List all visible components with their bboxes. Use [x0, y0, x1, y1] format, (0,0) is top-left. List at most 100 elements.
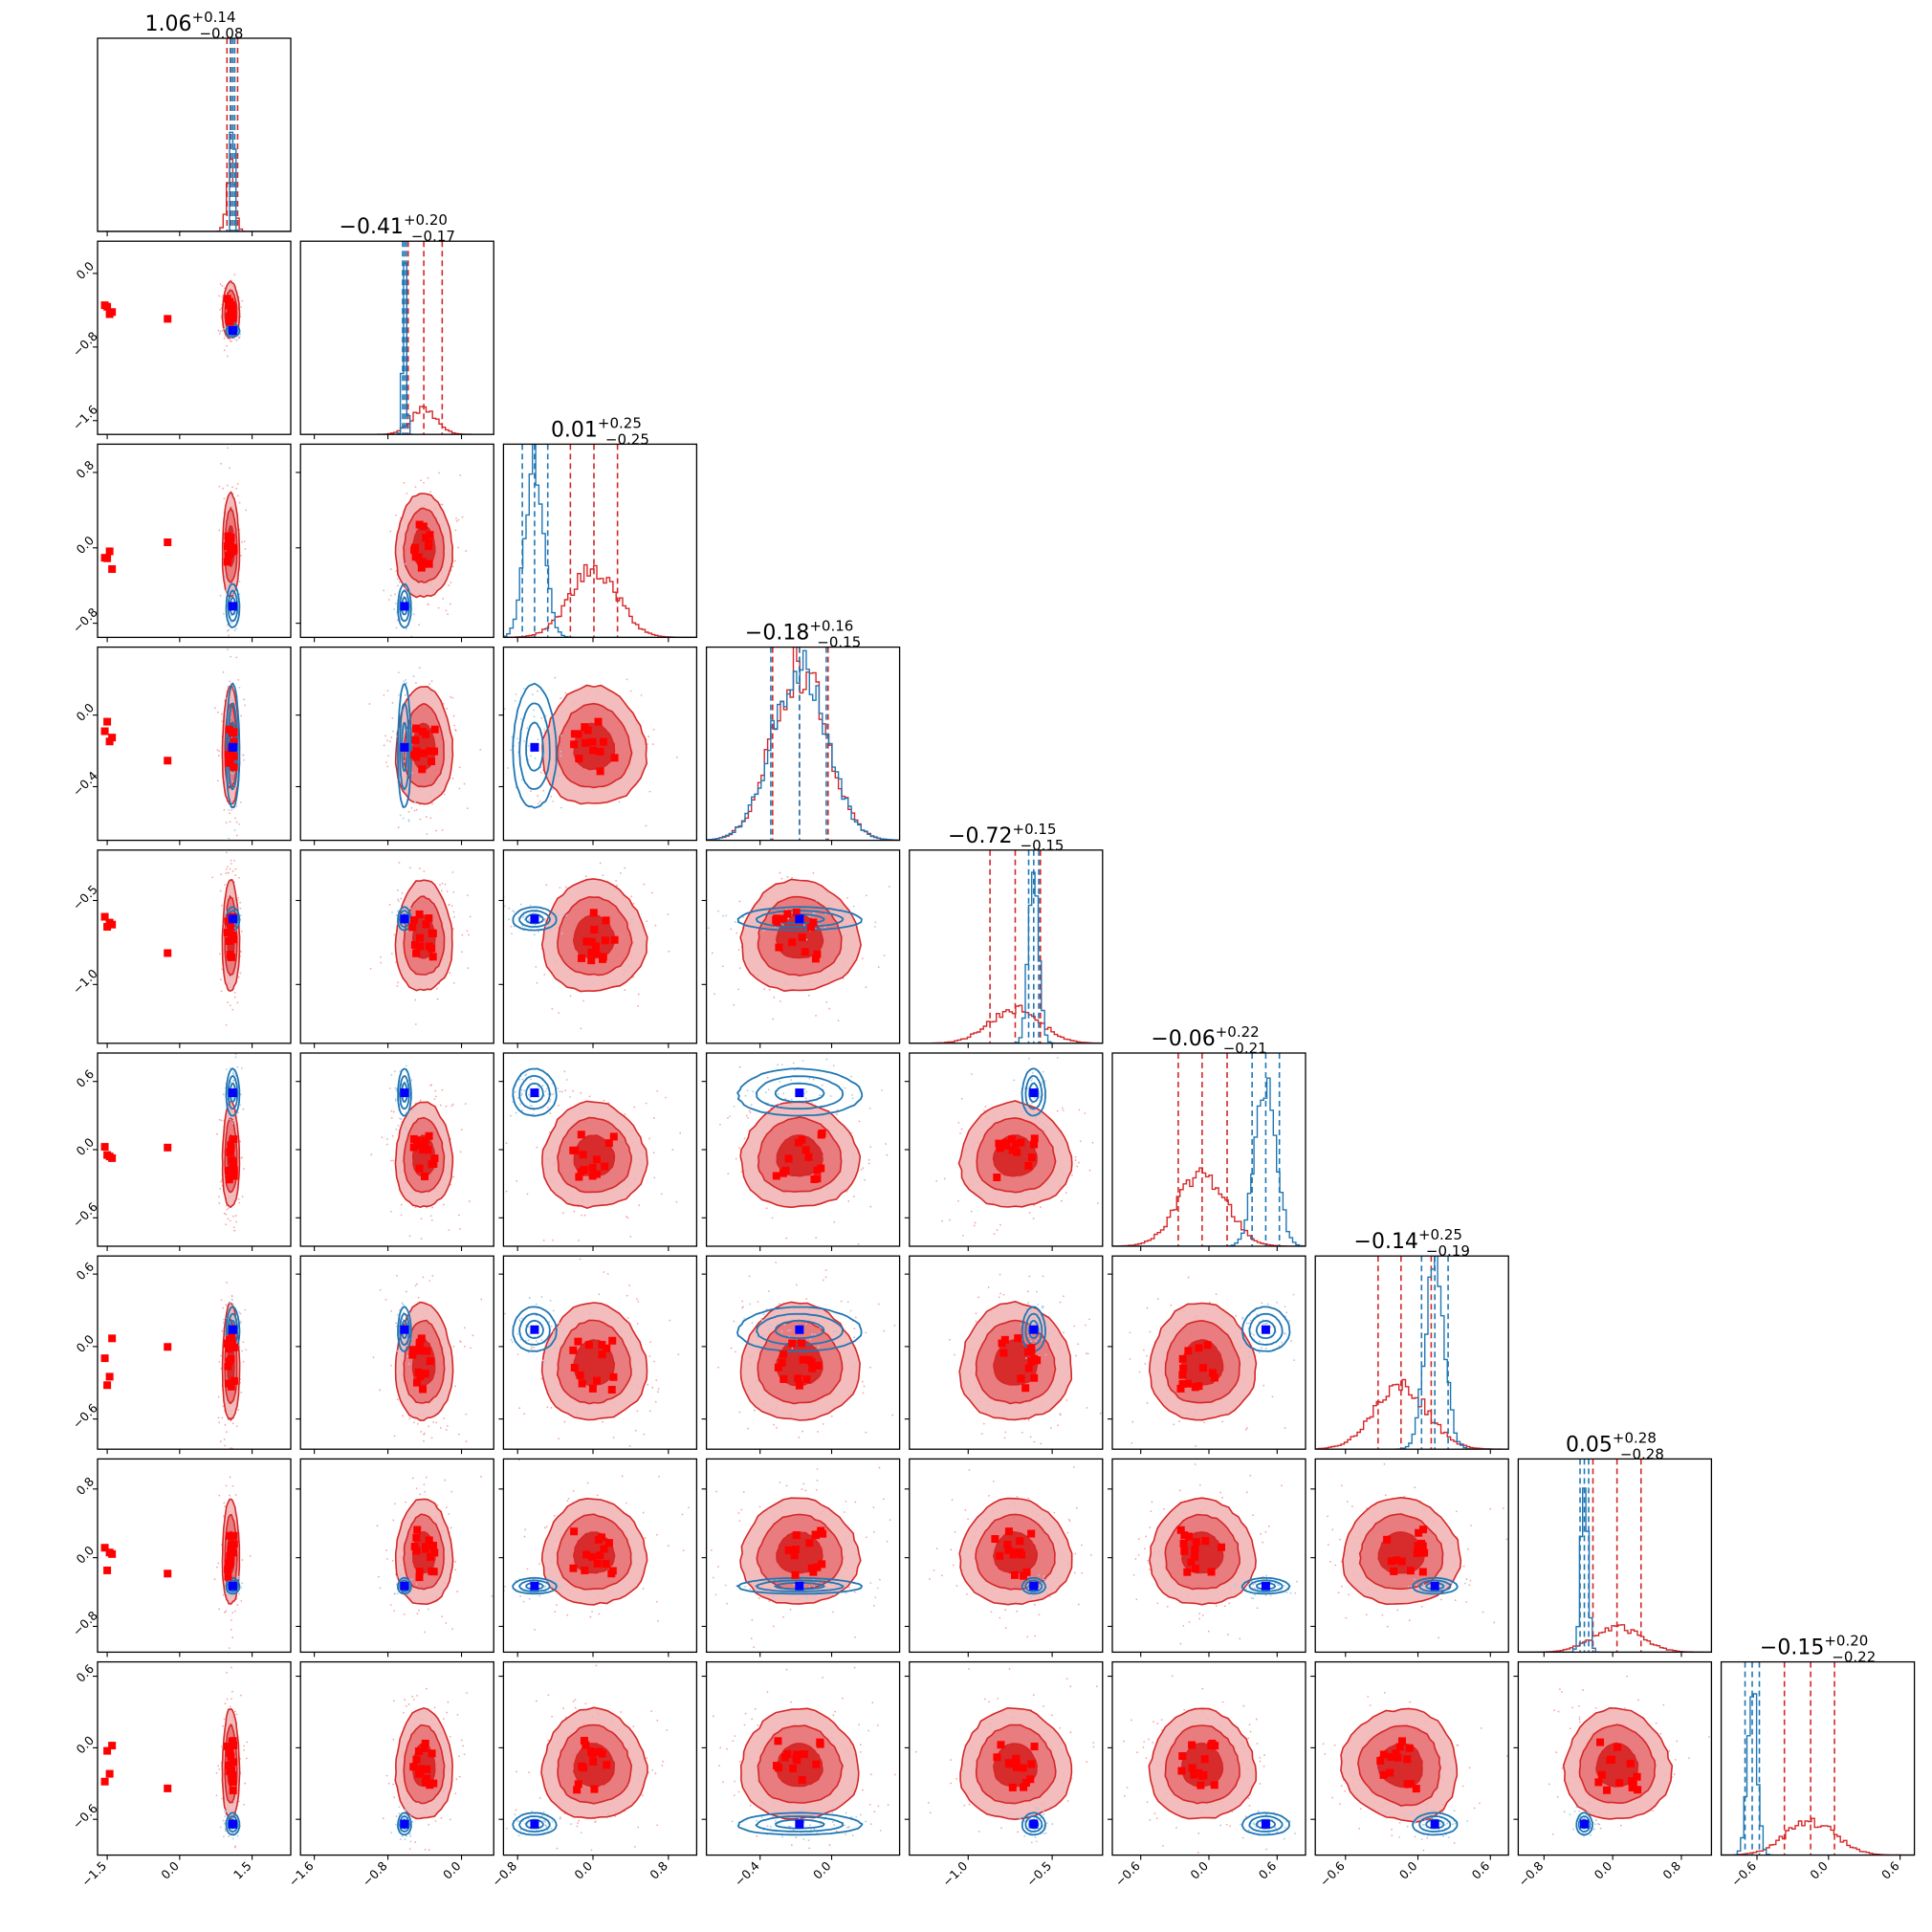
sample-point: [420, 1238, 423, 1240]
sample-point: [1086, 1407, 1088, 1409]
sample-point: [396, 1398, 399, 1401]
sample-point: [225, 910, 228, 912]
sample-point: [1077, 1343, 1080, 1346]
sample-point: [849, 1309, 852, 1312]
sample-point: [236, 899, 239, 902]
sample-point: [657, 1391, 659, 1394]
sample-point: [240, 1599, 243, 1602]
panel-frame: [502, 443, 698, 639]
sample-point: [465, 1413, 468, 1416]
sample-point: [384, 735, 386, 737]
contour-blue-0: [225, 682, 241, 809]
sample-point: [624, 867, 626, 869]
sample-point: [407, 1363, 410, 1365]
sample-point: [227, 447, 229, 450]
sample-point: [891, 1414, 894, 1416]
marker-red: [1002, 1138, 1011, 1147]
sample-point: [431, 1206, 433, 1209]
marker-red: [225, 1167, 233, 1175]
sample-point: [860, 1169, 863, 1171]
sample-point: [400, 1203, 403, 1206]
sample-point: [1037, 1321, 1039, 1324]
sample-point: [222, 1405, 225, 1408]
sample-point: [395, 570, 398, 572]
sample-point: [390, 1364, 392, 1367]
sample-point: [1059, 1414, 1062, 1416]
sample-point: [228, 645, 230, 647]
panel-6-1: [296, 1255, 494, 1455]
marker-red: [591, 942, 600, 951]
sample-point: [669, 1319, 671, 1322]
sample-point: [536, 1146, 538, 1149]
marker-red: [226, 540, 234, 549]
sample-point: [218, 485, 221, 488]
sample-point: [230, 1629, 232, 1631]
sample-point: [874, 921, 877, 924]
sample-point: [407, 810, 410, 813]
sample-point: [1056, 1109, 1059, 1112]
sample-point: [459, 1151, 462, 1153]
sample-point: [233, 1229, 236, 1232]
sample-point: [823, 926, 826, 929]
marker-red: [412, 1378, 421, 1387]
sample-point: [734, 921, 736, 923]
panel-5-1: [296, 1052, 494, 1251]
sample-point: [225, 851, 228, 854]
sample-point: [546, 1107, 549, 1109]
sample-point: [230, 863, 232, 865]
marker-red: [228, 729, 236, 737]
hist-blue-5: [1112, 1077, 1306, 1246]
sample-point: [446, 1424, 449, 1427]
marker-red: [601, 936, 609, 945]
sample-point: [234, 1053, 237, 1056]
marker-red: [610, 754, 619, 762]
sample-point: [984, 1106, 987, 1108]
marker-red: [226, 549, 234, 558]
sample-point: [877, 966, 880, 969]
sample-point: [230, 1081, 232, 1084]
sample-point: [385, 761, 387, 763]
marker-red: [230, 544, 238, 553]
sample-point: [807, 994, 810, 997]
sample-point: [397, 826, 400, 828]
marker-red: [792, 909, 801, 917]
sample-point: [413, 809, 416, 812]
marker-red: [425, 538, 433, 547]
marker-red: [598, 1350, 606, 1359]
marker-red: [587, 948, 596, 956]
sample-point: [626, 1294, 628, 1297]
sample-point: [782, 1092, 785, 1095]
sample-point: [559, 887, 561, 889]
marker-red: [428, 757, 436, 766]
sample-point: [398, 862, 401, 864]
sample-point: [982, 1422, 985, 1425]
sample-point: [229, 1219, 231, 1222]
marker-red: [1024, 1364, 1033, 1372]
sample-point: [1036, 1290, 1038, 1293]
sample-point: [846, 896, 848, 899]
marker-red: [230, 1531, 238, 1540]
sample-point: [1031, 1071, 1034, 1074]
sample-point: [233, 629, 236, 632]
sample-point: [564, 692, 567, 694]
sample-point: [448, 904, 450, 907]
sample-point: [554, 676, 557, 679]
sample-point: [766, 1076, 769, 1079]
sample-point: [414, 999, 417, 1001]
sample-point: [239, 1312, 242, 1315]
sample-point: [511, 735, 514, 738]
sample-point: [468, 933, 470, 936]
sample-point: [544, 917, 546, 920]
sample-point: [795, 1284, 798, 1286]
sample-point: [400, 897, 403, 900]
marker-red: [798, 1135, 806, 1144]
sample-point: [753, 1409, 756, 1412]
sample-point: [1078, 1109, 1081, 1111]
sample-point: [1088, 1318, 1091, 1321]
sample-point: [995, 1466, 997, 1468]
sample-point: [653, 1176, 656, 1179]
contour-blue-2: [525, 721, 544, 772]
sample-point: [756, 912, 757, 915]
y-tick-label: −0.4: [70, 768, 100, 799]
sample-point: [463, 1345, 466, 1348]
